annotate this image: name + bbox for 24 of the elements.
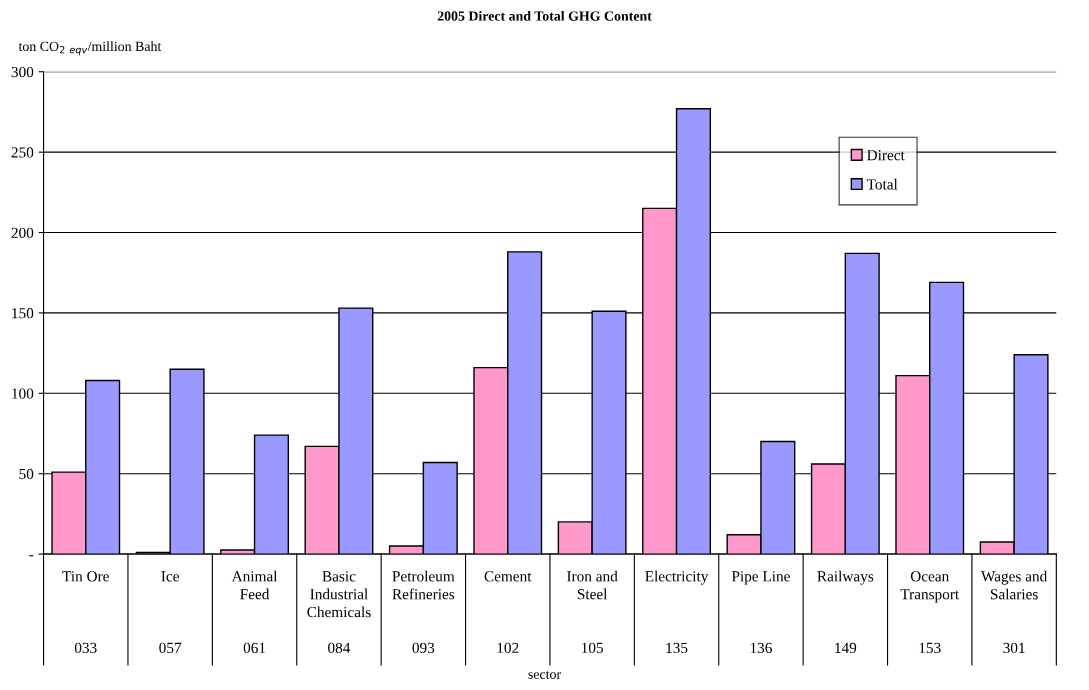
category-label: Basic Industrial Chemicals 084 (307, 571, 371, 654)
category-label: Railways 149 (817, 570, 874, 654)
category-label: Ocean Transport 153 (900, 571, 960, 654)
category-label: Wages and Salaries 301 (981, 570, 1048, 654)
category-label: Electricity 135 (645, 570, 709, 654)
category-label: Petroleum Refineries 093 (392, 570, 455, 654)
y-axis-title: ton CO$_{2 eqv}$/million Baht (18, 41, 162, 56)
y-tick-label: 250 (11, 147, 34, 158)
y-tick-label: 200 (11, 227, 34, 238)
y-tick-label: 300 (11, 66, 34, 78)
legend-label: Total (866, 178, 898, 190)
category-label: Animal Feed 061 (231, 570, 278, 654)
category-label: Ice 057 (159, 571, 182, 654)
category-label: Iron and Steel 105 (567, 570, 618, 654)
y-tick-label: - (29, 555, 34, 557)
text: sector (528, 670, 561, 679)
category-label: Pipe Line 136 (731, 571, 790, 654)
y-tick-label: 100 (12, 388, 34, 399)
legend-label: Direct (867, 150, 905, 161)
chart-title: 2005 Direct and Total GHG Content (437, 10, 652, 21)
y-tick-label: 50 (19, 468, 34, 480)
category-label: Cement 102 (484, 571, 532, 654)
y-tick-label: 150 (12, 308, 34, 319)
category-label: Tin Ore 033 (62, 571, 109, 654)
